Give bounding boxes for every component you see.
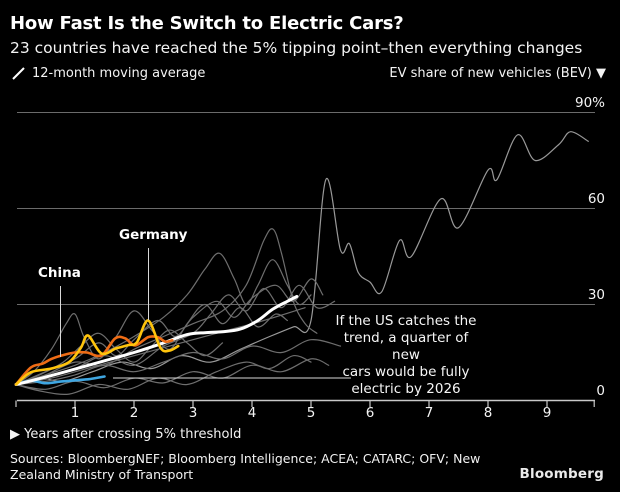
legend-moving-average: 12-month moving average — [12, 66, 205, 81]
chart-subtitle: 23 countries have reached the 5% tipping… — [10, 39, 583, 57]
x-tick-label: 9 — [542, 405, 552, 421]
x-tick-label: 7 — [424, 405, 434, 421]
us-forecast-note-line: If the US catches the — [335, 313, 477, 329]
germany-series-label: Germany — [119, 227, 188, 243]
x-tick-label: 3 — [188, 405, 198, 421]
series-g7 — [15, 278, 324, 386]
series-trend — [14, 295, 299, 386]
bloomberg-logo: Bloomberg — [519, 466, 604, 482]
diagonal-line-icon — [12, 67, 25, 80]
us-forecast-note: If the US catches the trend, a quarter o… — [330, 313, 482, 398]
x-tick-label: 8 — [483, 405, 493, 421]
y-tick-label: 30 — [587, 286, 605, 303]
x-tick-label: 2 — [129, 405, 139, 421]
y-tick-label: 90% — [574, 94, 605, 111]
x-tick-label: 5 — [306, 405, 316, 421]
axis-unit-label: EV share of new vehicles (BEV) ▼ — [389, 66, 606, 81]
series-g4 — [15, 284, 336, 386]
us-forecast-note-line: trend, a quarter of new — [343, 330, 469, 363]
sources-note: Sources: BloombergNEF; Bloomberg Intelli… — [10, 451, 480, 483]
x-tick-label: 6 — [365, 405, 375, 421]
x-tick-label: 4 — [247, 405, 257, 421]
x-axis-label: ▶ Years after crossing 5% threshold — [10, 427, 242, 442]
y-tick-label: 0 — [596, 382, 605, 399]
legend-moving-average-label: 12-month moving average — [32, 66, 206, 81]
y-tick-label: 60 — [587, 190, 605, 207]
series-germany — [14, 319, 180, 386]
series-g11 — [15, 252, 312, 386]
x-tick-label: 1 — [70, 405, 80, 421]
sources-line: Zealand Ministry of Transport — [10, 467, 194, 482]
us-forecast-note-line: cars would be fully — [342, 364, 470, 380]
chart-title: How Fast Is the Switch to Electric Cars? — [10, 13, 404, 34]
china-series-label: China — [38, 265, 81, 281]
series-g6 — [15, 355, 312, 395]
us-forecast-note-line: electric by 2026 — [351, 381, 461, 397]
sources-line: Sources: BloombergNEF; Bloomberg Intelli… — [10, 451, 481, 466]
series-g10 — [15, 339, 342, 386]
